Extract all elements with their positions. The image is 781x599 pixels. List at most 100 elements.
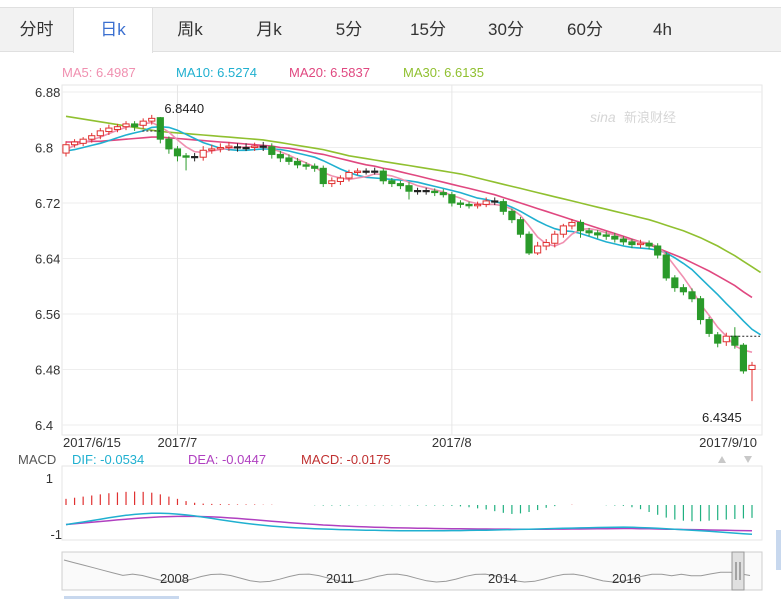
macd-legend: MACD: -0.0175 xyxy=(301,452,391,467)
tab-0[interactable]: 分时 xyxy=(19,20,54,39)
watermark-logo: sina xyxy=(590,109,616,125)
candle-body xyxy=(233,146,242,149)
candle-body xyxy=(448,194,456,204)
candle-body xyxy=(654,245,662,256)
candle-body xyxy=(551,233,559,244)
ma30-legend-text: MA30: 6.6135 xyxy=(403,65,484,80)
navigator-year-label: 2011 xyxy=(326,571,354,586)
candle-body xyxy=(379,170,387,182)
candle-body xyxy=(576,221,585,232)
candle-body xyxy=(439,192,447,196)
dea-line xyxy=(65,515,753,532)
tab-4[interactable]: 5分 xyxy=(335,20,363,39)
ma20-line xyxy=(66,136,753,299)
candle-body xyxy=(474,203,482,207)
candle-body xyxy=(568,221,576,227)
ma30-legend: MA30: 6.6135 xyxy=(403,65,484,80)
y-tick-label: 6.88 xyxy=(35,85,60,100)
tab-6[interactable]: 30分 xyxy=(488,20,524,39)
candle-body xyxy=(739,344,748,372)
dif-legend: DIF: -0.0534 xyxy=(72,452,144,467)
low-label: 6.4345 xyxy=(702,410,742,425)
macd-legend-text: MACD: -0.0175 xyxy=(301,452,391,467)
tab-2[interactable]: 周k xyxy=(177,20,203,39)
candle-body xyxy=(405,185,413,192)
candle-body xyxy=(96,130,104,137)
candle-body xyxy=(465,203,473,207)
candle-body xyxy=(225,145,233,149)
macd-plot-frame xyxy=(61,465,763,541)
ma10-legend-text: MA10: 6.5274 xyxy=(176,65,257,80)
ma20-legend-text: MA20: 6.5837 xyxy=(289,65,370,80)
candle-body xyxy=(422,190,430,193)
tab-1[interactable]: 日k xyxy=(73,8,153,53)
x-tick-label: 2017/6/15 xyxy=(63,435,121,450)
candle-body xyxy=(251,145,259,149)
candle-body xyxy=(688,291,696,300)
candle-body xyxy=(113,126,122,130)
candle-body xyxy=(696,298,705,321)
candle-body xyxy=(388,180,396,185)
dea-legend: DEA: -0.0447 xyxy=(188,452,266,467)
candle-body xyxy=(216,147,224,150)
candle-body xyxy=(705,319,713,334)
candle-body xyxy=(208,148,216,151)
candle-body xyxy=(662,254,670,279)
tab-5[interactable]: 15分 xyxy=(410,20,446,39)
candle-body xyxy=(542,242,550,247)
navigator-scrollbar xyxy=(64,596,179,599)
candle-body xyxy=(525,233,533,254)
navigator-frame xyxy=(61,551,763,591)
candle-body xyxy=(268,146,276,155)
candle-body xyxy=(508,210,516,221)
y-tick-label: 6.64 xyxy=(35,252,60,267)
ma5-line xyxy=(65,121,753,353)
candle-body xyxy=(619,238,627,243)
candle-body xyxy=(122,123,130,128)
y-tick-label: 6.4 xyxy=(35,418,53,433)
candle-body xyxy=(319,167,327,185)
tab-8[interactable]: 4h xyxy=(653,20,672,39)
scroll-down-icon xyxy=(744,456,752,463)
candle-body xyxy=(602,234,610,237)
candle-body xyxy=(645,242,653,247)
dea-legend-text: DEA: -0.0447 xyxy=(188,452,267,467)
y-tick-label: 6.48 xyxy=(35,363,60,378)
ma5-legend: MA5: 6.4987 xyxy=(62,65,136,80)
ma20-legend: MA20: 6.5837 xyxy=(289,65,370,80)
ma30-line xyxy=(65,115,762,274)
candle-body xyxy=(482,200,490,205)
y-tick-label: 6.56 xyxy=(35,307,60,322)
tab-7[interactable]: 60分 xyxy=(567,20,603,39)
ma10-legend: MA10: 6.5274 xyxy=(176,65,257,80)
candle-body xyxy=(285,157,293,162)
candle-body xyxy=(259,145,267,148)
main-plot-frame xyxy=(61,84,763,436)
tab-3[interactable]: 月k xyxy=(256,20,282,39)
scroll-up-icon xyxy=(718,456,726,463)
dif-line xyxy=(65,512,753,536)
candle-body xyxy=(173,148,182,157)
macd-y-tick: -1 xyxy=(50,527,62,542)
candle-body xyxy=(353,170,362,173)
candle-body xyxy=(534,245,542,254)
candle-body xyxy=(456,202,465,205)
candle-body xyxy=(636,242,645,246)
candle-body xyxy=(722,335,730,343)
candle-body xyxy=(242,147,250,150)
candle-body xyxy=(679,287,687,293)
y-tick-label: 6.8 xyxy=(35,141,53,156)
candle-body xyxy=(165,138,173,150)
candle-body xyxy=(611,235,619,240)
candle-body xyxy=(336,177,344,182)
x-tick-label: 2017/7 xyxy=(157,435,197,450)
x-tick-label: 2017/8 xyxy=(432,435,472,450)
macd-panel-label: MACD xyxy=(18,452,57,467)
candle-body xyxy=(396,183,405,187)
candle-body xyxy=(302,164,310,167)
candle-body xyxy=(79,138,87,144)
candle-body xyxy=(371,170,379,173)
x-tick-label: 2017/9/10 xyxy=(699,435,757,450)
candle-body xyxy=(748,364,756,370)
